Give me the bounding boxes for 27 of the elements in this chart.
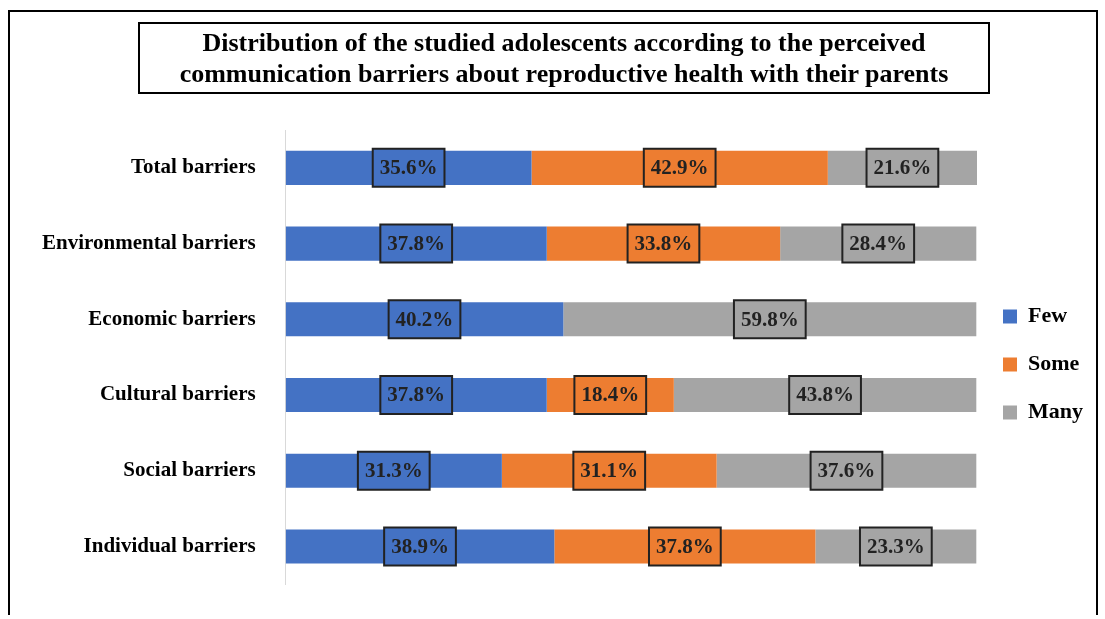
data-label: 18.4% <box>581 382 640 407</box>
legend-label: Many <box>1028 398 1083 424</box>
data-label: 43.8% <box>796 382 854 407</box>
y-tick-label: Social barriers <box>123 457 256 482</box>
y-tick-label: Economic barriers <box>88 305 256 330</box>
legend-label: Few <box>1028 302 1068 328</box>
data-label: 40.2% <box>395 306 454 331</box>
data-label: 31.3% <box>364 458 423 483</box>
data-label: 38.9% <box>391 533 449 558</box>
data-label: 37.8% <box>387 382 446 407</box>
y-tick-label: Individual barriers <box>83 532 256 557</box>
data-label: 42.9% <box>650 155 709 180</box>
data-label: 37.6% <box>817 458 876 483</box>
legend-label: Some <box>1028 350 1080 376</box>
data-label: 21.6% <box>873 155 932 180</box>
data-label: 37.8% <box>655 533 714 558</box>
chart-title: Distribution of the studied adolescents according to the perceived communication barriers about reproductive health with their parents <box>138 22 990 94</box>
data-label: 23.3% <box>866 533 925 558</box>
y-tick-label: Environmental barriers <box>41 230 256 255</box>
data-label: 37.8% <box>387 231 446 256</box>
y-tick-label: Total barriers <box>131 154 256 179</box>
data-label: 59.8% <box>740 306 799 331</box>
data-label: 35.6% <box>379 155 438 180</box>
data-label: 31.1% <box>580 458 639 483</box>
data-label: 28.4% <box>849 231 908 256</box>
data-label: 33.8% <box>634 231 693 256</box>
y-tick-label: Cultural barriers <box>99 381 256 406</box>
